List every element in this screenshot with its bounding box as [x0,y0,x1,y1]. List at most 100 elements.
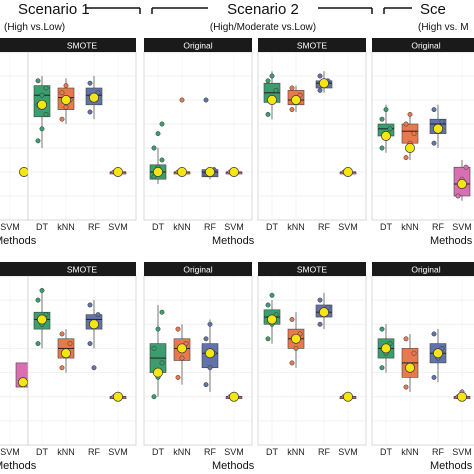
x-tick-label: kNN [287,222,305,232]
data-point [265,302,271,308]
panel-r2-p1: SMOTE DT kNN RF SVM [27,262,137,457]
box-RF [201,319,219,392]
data-point [431,331,437,337]
data-point [289,360,295,366]
data-point [411,350,417,356]
data-point [87,109,93,115]
box-kNN [57,78,75,124]
data-point [411,131,417,137]
x-axis-title: Methods [0,235,37,247]
x-tick-label: DT [36,447,48,457]
x-axis-title: Methods [212,460,255,472]
data-point [39,126,45,132]
panel-strip [0,262,28,276]
box-DT [149,304,167,400]
box-kNN [173,324,191,385]
mean-marker [457,391,467,402]
x-tick-label: RF [432,222,444,232]
x-tick-label: SVM [338,447,358,457]
data-point [317,321,323,327]
data-point [207,365,213,371]
panel-r2-p2: Original DT kNN RF SVM [143,262,253,457]
x-tick-label: kNN [401,222,419,232]
scenario-2-subtitle: (High/Moderate vs.Low) [210,22,316,33]
mean-marker [343,167,353,177]
data-point [159,309,165,315]
panel-background [27,275,137,446]
mean-marker [177,167,187,177]
box-SVM [453,389,471,402]
panel-strip [144,38,252,52]
mean-marker [229,167,239,177]
data-point [59,331,65,337]
x-tick-label: DT [380,447,392,457]
x-axis-title: Methods [430,460,473,472]
box-kNN [401,333,419,392]
panel-background [27,51,137,221]
data-point [431,374,437,380]
box-SVM [453,160,471,201]
x-tick-label: DT [36,222,48,232]
panel-strip [258,38,366,52]
x-tick-label: RF [204,222,216,232]
data-point [207,321,213,327]
box-DT [33,76,51,148]
data-point [403,155,409,161]
mean-marker [37,314,47,325]
mean-marker [113,167,123,177]
mean-marker [177,343,187,354]
box-kNN [287,85,305,113]
mean-marker [61,348,71,359]
data-point [379,145,385,151]
data-point [159,157,165,163]
mean-marker [405,362,415,373]
scenario-header-1: Scenario 1 (High vs.Low) [4,1,141,33]
box-kNN [287,312,305,368]
data-point [175,374,181,380]
x-tick-label: RF [318,222,330,232]
box-SVM [109,167,127,177]
x-tick-label: kNN [173,222,191,232]
panel-strip [0,38,28,52]
x-axis-title: Methods [212,235,255,247]
mean-marker [405,143,415,153]
data-point [87,80,93,86]
mean-marker [291,95,301,105]
x-tick-label: kNN [57,447,75,457]
panel-strip [372,262,474,276]
x-tick-label: SVM [452,222,472,232]
data-point [39,288,45,293]
box-SVM [109,391,127,402]
data-point [403,336,409,342]
box-RF [85,300,103,371]
scenario-2-title: Scenario 2 [227,1,299,18]
x-tick-label: kNN [287,447,305,457]
panel-background [257,51,367,221]
x-axis-title: Methods [0,460,37,472]
data-point [289,317,295,322]
data-point [317,73,323,79]
mean-marker [37,99,47,110]
data-point [159,360,165,366]
x-tick-label: kNN [57,222,75,232]
mean-marker [113,391,123,402]
data-point [273,87,279,93]
x-tick-label: DT [152,447,164,457]
data-point [151,145,157,151]
data-point [91,365,97,371]
data-point [317,87,323,93]
panel-background [143,51,253,221]
panel-r1-p1: SMOTE DT kNN RF SVM [27,38,137,232]
box-kNN [401,111,419,161]
mean-marker [89,92,99,103]
data-point [59,116,65,122]
panel-r1-p2: Original DT kNN RF SVM [143,38,253,232]
scenario-1-subtitle: (High vs.Low) [4,22,65,33]
box-DT [33,288,51,349]
data-point [463,164,469,170]
mean-marker [205,348,215,359]
data-point [67,341,73,347]
panel-strip [28,38,136,52]
